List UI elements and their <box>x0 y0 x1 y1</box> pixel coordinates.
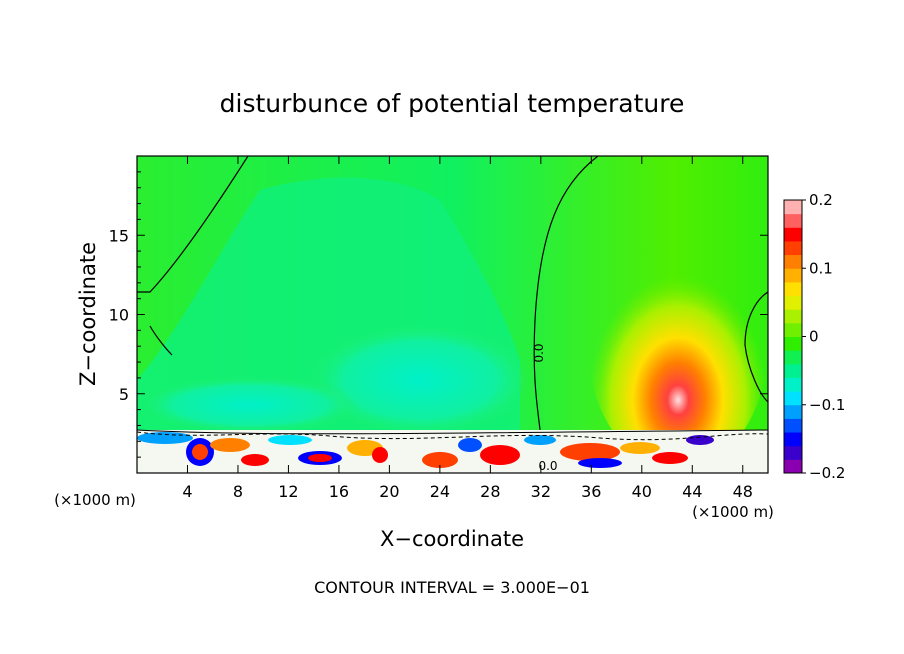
colorbar-tick-label: 0.1 <box>809 259 833 277</box>
colorbar-segment <box>784 391 802 406</box>
x-tick-label: 20 <box>379 482 399 501</box>
colorbar-segment <box>784 322 802 337</box>
warm-anomaly <box>588 220 768 470</box>
chart-title: disturbunce of potential temperature <box>220 89 685 118</box>
x-tick-label: 28 <box>480 482 500 501</box>
cool-anomaly <box>140 377 360 433</box>
colorbar-segment <box>784 363 802 378</box>
colorbar-segment <box>784 445 802 460</box>
y-tick-label: 10 <box>109 306 129 325</box>
contour-labels: 0.0 0.0 <box>532 343 558 473</box>
colorbar-tick-label: 0 <box>809 328 819 346</box>
x-tick-label: 12 <box>278 482 298 501</box>
x-tick-label: 16 <box>329 482 349 501</box>
colorbar-segment <box>784 404 802 419</box>
colorbar: 0.2 0.1 0 −0.1 −0.2 <box>783 191 845 482</box>
contour-label: 0.0 <box>532 343 546 362</box>
colorbar-segment <box>784 350 802 365</box>
x-axis-label: X−coordinate <box>380 527 524 551</box>
colorbar-tick-label: −0.1 <box>809 396 845 414</box>
colorbar-segment <box>784 254 802 269</box>
x-tick-label: 4 <box>182 482 192 501</box>
cool-anomaly <box>310 325 530 435</box>
y-axis-label: Z−coordinate <box>76 242 100 386</box>
x-tick-label: 44 <box>682 482 702 501</box>
x-tick-label: 24 <box>430 482 450 501</box>
x-axis-ticks: 4 8 12 16 20 24 28 32 36 40 44 48 <box>182 156 753 501</box>
colorbar-segment <box>784 295 802 310</box>
colorbar-segment <box>784 377 802 392</box>
contour-label: 0.0 <box>538 459 557 473</box>
x-tick-label: 8 <box>233 482 243 501</box>
colorbar-segment <box>784 200 802 215</box>
contour-lines <box>137 156 768 441</box>
x-tick-label: 48 <box>733 482 753 501</box>
x-tick-label: 36 <box>581 482 601 501</box>
x-tick-label: 40 <box>632 482 652 501</box>
plot-area: 0.0 0.0 <box>137 156 768 473</box>
colorbar-segment <box>784 309 802 324</box>
x-unit-right: (×1000 m) <box>692 503 774 521</box>
contour-interval-note: CONTOUR INTERVAL = 3.000E−01 <box>314 578 590 597</box>
y-tick-label: 15 <box>109 226 129 245</box>
colorbar-segment <box>784 432 802 447</box>
x-unit-left: (×1000 m) <box>54 491 136 509</box>
colorbar-segment <box>784 268 802 283</box>
colorbar-segment <box>784 213 802 228</box>
colorbar-segment <box>784 459 802 474</box>
colorbar-tick-label: 0.2 <box>809 191 833 209</box>
colorbar-segment <box>784 418 802 433</box>
colorbar-segment <box>784 227 802 242</box>
colorbar-segment <box>784 240 802 256</box>
surface-anomalies <box>137 432 714 468</box>
colorbar-segment <box>784 281 802 297</box>
colorbar-segment <box>784 336 802 351</box>
y-tick-label: 5 <box>119 385 129 404</box>
y-axis-ticks: 5 10 15 <box>109 171 768 458</box>
x-tick-label: 32 <box>531 482 551 501</box>
colorbar-tick-label: −0.2 <box>809 464 845 482</box>
